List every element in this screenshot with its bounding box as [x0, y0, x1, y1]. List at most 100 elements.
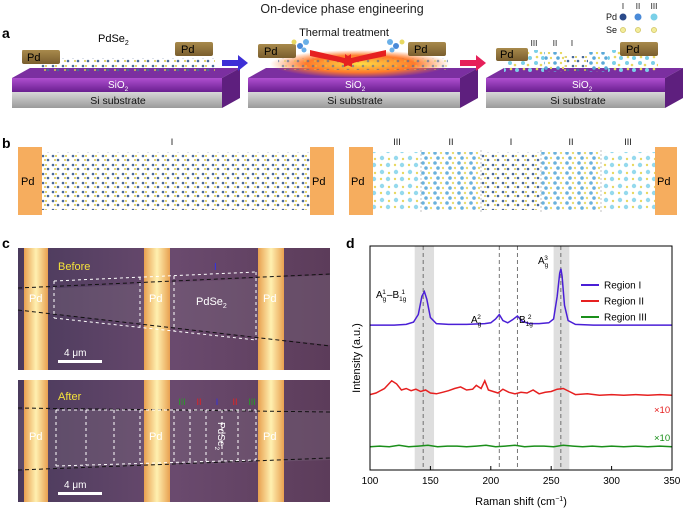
pd-electrode-right: [175, 42, 213, 56]
sio2-label-2: SiO2: [345, 80, 366, 93]
pd-atom-III: [650, 13, 658, 21]
electrode-before-3: [258, 248, 284, 370]
sio2-layer: [12, 78, 222, 92]
scale-label-region-III: ×10: [654, 433, 670, 444]
block-side-face-2: [460, 68, 478, 108]
thermal-treatment-label: Thermal treatment: [299, 27, 389, 39]
electrode-after-3: [258, 380, 284, 502]
panel-c-label: c: [2, 235, 10, 251]
legend-col-I: I: [622, 2, 624, 11]
panel-a-label: a: [2, 25, 10, 41]
scale-label-before: 4 μm: [64, 348, 86, 359]
lattice-III-left: [373, 152, 421, 210]
figure-title: On-device phase engineering: [260, 2, 423, 16]
pd-label-c-3: Pd: [263, 293, 276, 305]
se-atom-I: [620, 27, 626, 33]
pd-label-right: Pd: [181, 44, 194, 56]
atom-cluster-left: [291, 39, 309, 53]
block-side-face: [222, 68, 240, 108]
phase-I-center: [564, 56, 588, 72]
se-atom-III: [651, 27, 657, 33]
lattice-label-III-left: III: [393, 137, 401, 147]
pdse2-flake-2: [278, 58, 448, 70]
micrograph-after: After III II I II III Pd Pd Pd PdSe2 4 μ…: [17, 380, 331, 502]
device-pristine: Pd Pd PdSe2 SiO2 Si substrate: [12, 33, 240, 108]
device-heating: Pd Pd Thermal treatment SiO2 Si substrat…: [248, 27, 478, 108]
lattice-region-I: [42, 152, 310, 210]
se-atom-II: [635, 27, 641, 33]
electrode-after-2: [144, 380, 170, 502]
scale-label-after: 4 μm: [64, 480, 86, 491]
region-box-before: [53, 271, 257, 341]
lattice-pristine: Pd Pd I: [18, 137, 334, 215]
pdse2-label-c: PdSe2: [196, 296, 227, 310]
lattice-label-II-right: II: [568, 137, 573, 147]
legend-entry-1: Region II: [604, 297, 644, 308]
x-tick-label-300: 300: [603, 476, 620, 487]
x-tick-label-200: 200: [482, 476, 499, 487]
pd-contact-right-2: [655, 147, 677, 215]
pd-label-left-2: Pd: [264, 46, 277, 58]
shaded-band-0: [414, 246, 435, 470]
pdse2-flake: [40, 58, 215, 72]
peak-label-ag1-bg1: Ag1–B1g1: [376, 289, 407, 303]
legend-row-se: Se: [606, 25, 617, 35]
after-mark-I: I: [216, 397, 219, 407]
electrode-after-1: [24, 380, 48, 502]
lattice-label-I: I: [510, 137, 513, 147]
phase-II-right: [588, 52, 608, 72]
lattice-II-right: [541, 152, 601, 210]
lattice-region-I-label: I: [171, 137, 174, 147]
pd-label-left: Pd: [27, 52, 40, 64]
x-axis-label: Raman shift (cm−1): [475, 496, 567, 508]
y-axis-label: Intensity (a.u.): [351, 323, 363, 393]
pd-electrode-left-3: [496, 48, 528, 61]
pd-label-c-6: Pd: [263, 431, 276, 443]
panel-b-label: b: [2, 135, 11, 151]
device-engineered: Pd Pd III II I SiO2 Si substrate: [486, 39, 683, 108]
peak-label-ag3: Ag3: [538, 255, 549, 269]
pdse2-label-c-after: PdSe2: [213, 422, 226, 450]
after-mark-III-right: III: [248, 397, 256, 407]
pd-label-right-3: Pd: [626, 44, 639, 56]
pd-label-b-left: Pd: [21, 176, 34, 188]
pd-contact-left: [18, 147, 42, 215]
pd-label-c-5: Pd: [149, 431, 162, 443]
atom-legend: I II III Pd Se: [606, 2, 658, 35]
lattice-label-II-left: II: [448, 137, 453, 147]
flake-edge-bottom-after: [17, 457, 331, 471]
lattice-III-right: [601, 152, 655, 210]
lattice-label-III-right: III: [624, 137, 632, 147]
si-substrate-label-3: Si substrate: [550, 95, 606, 107]
after-mark-II-right: II: [232, 397, 237, 407]
si-substrate-block: [12, 92, 222, 108]
lattice-II-left: [421, 152, 481, 210]
flake-edge-bottom-before: [17, 309, 331, 347]
plot-frame: [369, 245, 673, 471]
arrow-a2: [460, 55, 486, 71]
legend-entry-0: Region I: [604, 281, 641, 292]
region-boxes-after: [55, 409, 257, 467]
legend-col-III: III: [651, 2, 658, 11]
after-mark-III-left: III: [178, 397, 186, 407]
pd-label-c-2: Pd: [149, 293, 162, 305]
raman-chart: 100 150 200 250 300 350 Raman shift (cm−1) Inte…: [351, 245, 681, 508]
block-side-face-3: [665, 68, 683, 108]
pd-label-b-right: Pd: [312, 176, 325, 188]
electrode-before-1: [24, 248, 48, 370]
region-label-I: I: [571, 39, 573, 48]
si-substrate-block-2: [248, 92, 460, 108]
micrograph-before: Before I Pd Pd Pd PdSe2 4 μm: [17, 248, 331, 370]
electrode-before-2: [144, 248, 170, 370]
pd-atom-II: [634, 13, 642, 21]
pd-label-c-1: Pd: [29, 293, 42, 305]
panel-d-label: d: [346, 235, 355, 251]
si-substrate-label: Si substrate: [90, 95, 146, 107]
series-line-region-iii: [369, 444, 673, 448]
after-label: After: [58, 391, 82, 403]
lattice-engineered: Pd Pd III II I II III: [349, 137, 677, 215]
pd-label-b-left-2: Pd: [351, 176, 364, 188]
x-tick-label-150: 150: [422, 476, 439, 487]
